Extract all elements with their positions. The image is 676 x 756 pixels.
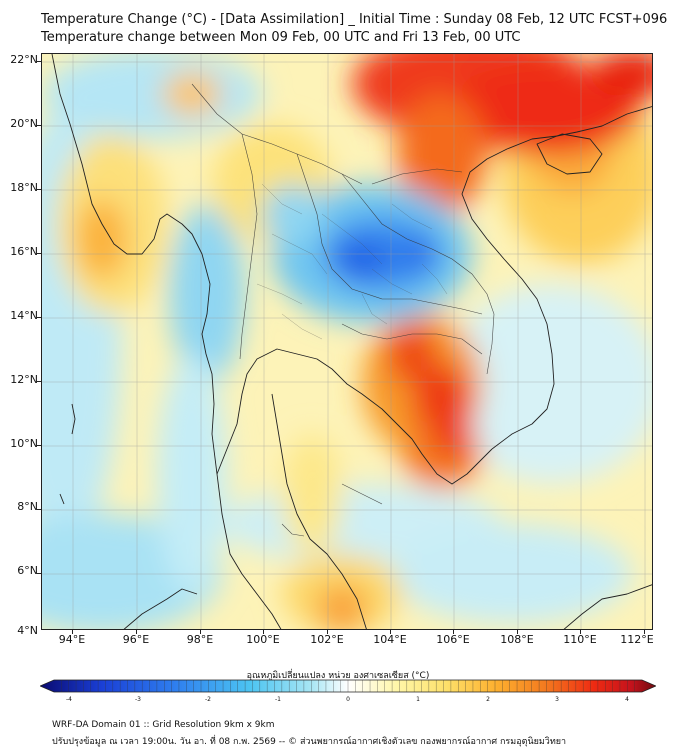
colorbar-label-neg2: -2 — [205, 696, 211, 703]
temperature-change-map[interactable] — [41, 53, 653, 630]
lon-label-100e: 100°E — [246, 633, 280, 646]
lat-tick — [37, 509, 41, 510]
field-orange-north — [162, 72, 222, 116]
lat-tick — [37, 381, 41, 382]
lat-label-12n: 12°N — [10, 373, 38, 386]
lon-label-104e: 104°E — [373, 633, 407, 646]
map-title: Temperature Change (°C) - [Data Assimila… — [41, 12, 668, 27]
field-red-china-4 — [592, 54, 652, 99]
map-subtitle: Temperature change between Mon 09 Feb, 0… — [41, 30, 521, 45]
colorbar-label-3: 3 — [555, 696, 559, 703]
field-cyan-andaman — [157, 354, 227, 594]
lon-tick — [453, 630, 454, 634]
field-yellow-malaya — [282, 434, 342, 554]
borders — [191, 83, 495, 537]
field-cyan-east — [442, 284, 652, 484]
colorbar-label-neg3: -3 — [135, 696, 141, 703]
lon-tick — [263, 630, 264, 634]
lon-label-96e: 96°E — [122, 633, 150, 646]
lat-tick — [37, 253, 41, 254]
colorbar-label-4: 4 — [625, 696, 629, 703]
temperature-field — [42, 54, 652, 629]
lon-label-108e: 108°E — [500, 633, 534, 646]
lon-tick — [200, 630, 201, 634]
colorbar — [40, 679, 656, 693]
field-cyan-burma — [169, 204, 245, 384]
colorbar-label-neg1: -1 — [275, 696, 281, 703]
coastlines — [51, 54, 652, 629]
lat-tick — [37, 445, 41, 446]
province-boundaries — [256, 183, 448, 340]
lon-tick — [644, 630, 645, 634]
lat-tick — [37, 125, 41, 126]
colorbar-label-0: 0 — [346, 696, 350, 703]
graticule — [42, 54, 652, 629]
lon-label-112e: 112°E — [620, 633, 654, 646]
lon-label-106e: 106°E — [436, 633, 470, 646]
field-red-china-2 — [442, 64, 642, 154]
lat-label-16n: 16°N — [10, 245, 38, 258]
lon-label-98e: 98°E — [186, 633, 214, 646]
lon-tick — [72, 630, 73, 634]
lat-tick — [37, 61, 41, 62]
field-orange-bay — [77, 199, 127, 279]
lat-label-22n: 22°N — [10, 53, 38, 66]
lon-label-102e: 102°E — [310, 633, 344, 646]
lat-label-14n: 14°N — [10, 309, 38, 322]
lon-tick — [390, 630, 391, 634]
lon-label-94e: 94°E — [58, 633, 86, 646]
lat-label-6n: 6°N — [17, 564, 38, 577]
field-blue-isan-2 — [334, 239, 390, 279]
field-red-mekong-3 — [434, 412, 470, 456]
field-red-china-3 — [397, 94, 487, 214]
colorbar-label-neg4: -4 — [66, 696, 72, 703]
lat-label-18n: 18°N — [10, 181, 38, 194]
lon-label-110e: 110°E — [563, 633, 597, 646]
lon-tick — [517, 630, 518, 634]
lat-label-20n: 20°N — [10, 117, 38, 130]
footer-model-info: WRF-DA Domain 01 :: Grid Resolution 9km … — [52, 720, 275, 730]
colorbar-label-2: 2 — [486, 696, 490, 703]
colorbar-label-1: 1 — [416, 696, 420, 703]
lat-tick — [37, 189, 41, 190]
footer-credit: ปรับปรุงข้อมูล ณ เวลา 19:00น. วัน อา. ที… — [52, 737, 567, 747]
lon-tick — [327, 630, 328, 634]
lat-tick — [37, 573, 41, 574]
lat-label-8n: 8°N — [17, 500, 38, 513]
lat-label-4n: 4°N — [17, 624, 38, 637]
field-red-mekong-1 — [387, 324, 437, 384]
lat-tick — [37, 317, 41, 318]
colorbar-title: อุณหภูมิเปลี่ยนแปลง หน่วย องศาเซลเซียส (… — [246, 671, 430, 681]
lon-tick — [580, 630, 581, 634]
lon-tick — [136, 630, 137, 634]
lat-label-10n: 10°N — [10, 437, 38, 450]
